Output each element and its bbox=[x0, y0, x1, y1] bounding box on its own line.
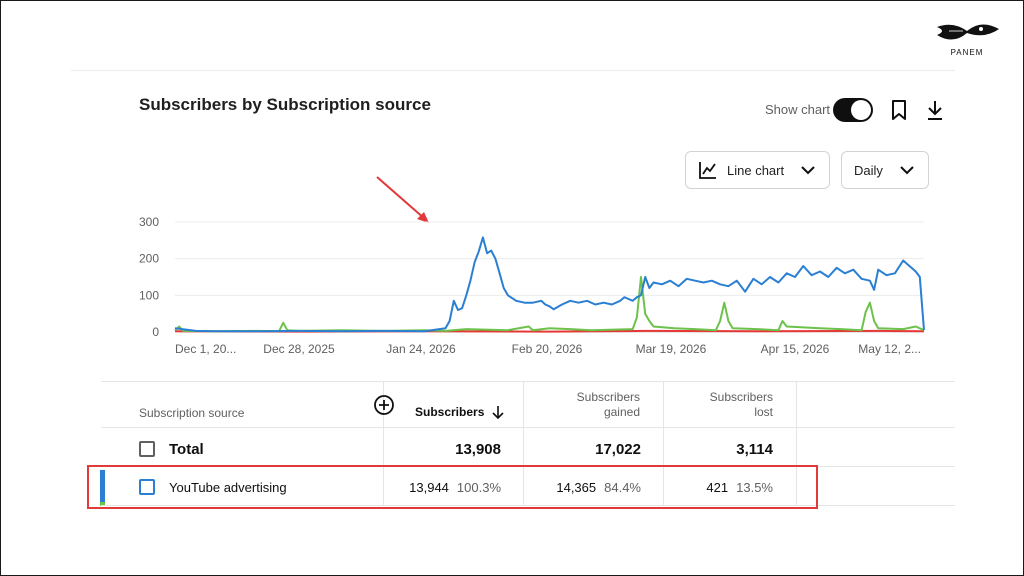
row-lost-value: 421 bbox=[706, 480, 729, 495]
chevron-down-icon bbox=[801, 166, 815, 175]
row-highlight-box bbox=[87, 465, 818, 509]
y-tick-label: 100 bbox=[139, 288, 159, 302]
chart-type-value: Line chart bbox=[727, 162, 785, 178]
col-divider bbox=[383, 381, 384, 505]
logo-text: PANEM bbox=[950, 48, 984, 57]
granularity-dropdown[interactable]: Daily bbox=[841, 151, 929, 189]
y-tick-label: 0 bbox=[152, 325, 159, 339]
row-subscribers: 13,944 100.3% bbox=[391, 480, 501, 495]
row-subscribers-value: 13,944 bbox=[409, 480, 449, 495]
row-gained-value: 14,365 bbox=[556, 480, 597, 495]
header-gained-line1: Subscribers bbox=[576, 390, 640, 404]
panem-logo bbox=[937, 24, 999, 40]
table-top-divider bbox=[101, 381, 955, 382]
bookmark-button[interactable] bbox=[887, 98, 911, 122]
x-tick-label: Jan 24, 2026 bbox=[386, 342, 456, 356]
show-chart-label: Show chart bbox=[765, 102, 831, 117]
row-checkbox[interactable] bbox=[139, 479, 155, 495]
total-checkbox[interactable] bbox=[139, 441, 155, 457]
x-tick-label: Dec 1, 20... bbox=[175, 342, 236, 356]
strip-blue bbox=[100, 470, 105, 502]
card-title: Subscribers by Subscription source bbox=[139, 95, 431, 114]
x-tick-label: May 12, 2... bbox=[858, 342, 921, 356]
subscribers-line-chart: 0 100 200 300 Dec 1, 20... Dec 28, 2025 Jan 24… bbox=[139, 215, 925, 356]
col-divider bbox=[663, 381, 664, 505]
total-lost: 3,114 bbox=[736, 441, 773, 458]
x-tick-label: Apr 15, 2026 bbox=[761, 342, 830, 356]
line-chart-icon bbox=[699, 162, 716, 179]
row-lost-pct: 13.5% bbox=[736, 480, 773, 495]
total-subscribers: 13,908 bbox=[455, 441, 501, 458]
show-chart-toggle[interactable] bbox=[833, 98, 873, 122]
y-tick-label: 300 bbox=[139, 215, 159, 229]
header-subscribers: Subscribers bbox=[415, 405, 485, 419]
row-lost: 421 13.5% bbox=[663, 480, 773, 495]
x-tick-label: Mar 19, 2026 bbox=[636, 342, 707, 356]
add-circle-icon bbox=[374, 395, 394, 415]
strip-green bbox=[100, 502, 105, 506]
series-line bbox=[174, 236, 925, 333]
row-gained: 14,365 84.4% bbox=[531, 480, 641, 495]
total-gained: 17,022 bbox=[595, 441, 641, 458]
add-column-button[interactable] bbox=[372, 393, 396, 417]
top-divider bbox=[71, 70, 955, 71]
header-lost-line1: Subscribers bbox=[709, 390, 773, 404]
header-lost[interactable]: Subscribers lost bbox=[694, 390, 773, 420]
header-source: Subscription source bbox=[139, 406, 245, 420]
toggle-knob bbox=[851, 100, 871, 120]
series-line bbox=[174, 276, 925, 333]
header-divider bbox=[101, 427, 955, 428]
header-lost-line2: lost bbox=[754, 405, 773, 419]
row-label: YouTube advertising bbox=[169, 480, 287, 495]
row-gained-pct: 84.4% bbox=[604, 480, 641, 495]
header-gained-line2: gained bbox=[603, 405, 640, 419]
bookmark-icon bbox=[892, 100, 906, 120]
total-label: Total bbox=[169, 441, 204, 458]
download-button[interactable] bbox=[923, 98, 947, 122]
chevron-down-icon bbox=[900, 166, 914, 175]
col-divider bbox=[796, 381, 797, 505]
row-subscribers-pct: 100.3% bbox=[456, 480, 501, 495]
table-bottom-divider bbox=[101, 505, 955, 506]
header-subscribers-sort[interactable]: Subscribers bbox=[415, 405, 504, 419]
col-divider bbox=[523, 381, 524, 505]
granularity-value: Daily bbox=[854, 162, 883, 178]
arrow-down-icon bbox=[492, 406, 504, 419]
series-color-strip bbox=[100, 470, 105, 506]
x-tick-label: Dec 28, 2025 bbox=[263, 342, 335, 356]
y-tick-label: 200 bbox=[139, 252, 159, 266]
download-icon bbox=[928, 101, 942, 120]
chart-type-dropdown[interactable]: Line chart bbox=[685, 151, 830, 189]
x-tick-label: Feb 20, 2026 bbox=[512, 342, 583, 356]
header-gained[interactable]: Subscribers gained bbox=[561, 390, 640, 420]
annotation-arrow bbox=[376, 176, 429, 223]
